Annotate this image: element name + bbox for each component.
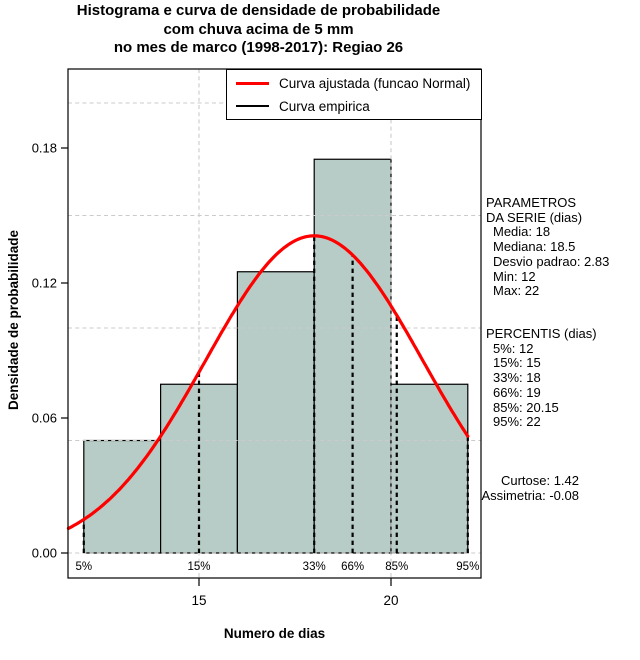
percentil-85: 85%: 20.15 [493, 399, 559, 415]
parametros-title-line2: DA SERIE (dias) [486, 209, 583, 225]
legend-item-empirical: Curva empirica [227, 95, 481, 118]
legend-item-fitted: Curva ajustada (funcao Normal) [227, 72, 481, 95]
percentiles-panel: PERCENTIS (dias) 5%: 12 15%: 15 33%: 18 … [486, 326, 597, 430]
percentil-33: 33%: 18 [493, 370, 541, 386]
legend-label-empirical: Curva empirica [279, 98, 370, 114]
histogram-bar [236, 271, 315, 554]
chart-title-line3: no mes de marco (1998-2017): Regiao 26 [113, 39, 404, 56]
legend-label-fitted: Curva ajustada (funcao Normal) [279, 75, 471, 91]
percentile-label: 85% [385, 561, 408, 573]
y-tick-label: 0.06 [32, 411, 57, 426]
legend-box: Curva ajustada (funcao Normal) Curva emp… [226, 69, 482, 120]
x-axis-ticks: 15 20 [191, 578, 399, 608]
chart-title: Histograma e curva de densidade de proba… [0, 2, 517, 58]
stat-media: Media: 18 [493, 224, 551, 240]
empirical-curve-line-sample [236, 105, 269, 107]
chart-title-line1: Histograma e curva de densidade de proba… [76, 2, 441, 19]
percentil-15: 15%: 15 [493, 355, 541, 371]
percentile-label: 33% [303, 561, 326, 573]
series-parameters-panel: PARAMETROS DA SERIE (dias) Media: 18 Med… [486, 195, 610, 299]
stat-max: Max: 22 [493, 283, 540, 299]
percentile-label: 15% [187, 561, 210, 573]
y-axis-ticks: 0.00 0.06 0.12 0.18 [32, 141, 68, 561]
stat-curtose: Curtose: 1.42 [500, 473, 579, 488]
percentis-title: PERCENTIS (dias) [486, 326, 597, 341]
parametros-title-line1: PARAMETROS [486, 195, 577, 210]
stat-desvio-padrao: Desvio padrao: 2.83 [493, 253, 610, 269]
y-tick-label: 0.18 [32, 141, 57, 156]
percentile-labels: 5% 15% 33% 66% 85% 95% [75, 561, 479, 573]
percentil-5: 5%: 12 [493, 340, 534, 356]
percentile-label: 95% [456, 561, 479, 573]
y-tick-label: 0.12 [32, 276, 57, 291]
stat-assimetria: Assimetria: -0.08 [481, 488, 579, 504]
histogram-bars [83, 158, 469, 554]
stat-mediana: Mediana: 18.5 [493, 239, 576, 255]
stat-min: Min: 12 [493, 268, 536, 284]
x-tick-label: 20 [383, 593, 398, 608]
percentil-66: 66%: 19 [493, 384, 541, 400]
percentile-lines [82, 235, 469, 553]
y-axis-label: Densidade de probabilidade [6, 229, 21, 410]
histogram-bar [83, 439, 162, 554]
x-axis-label: Numero de dias [223, 626, 326, 641]
normal-curve [66, 234, 470, 530]
histogram-bar [390, 383, 469, 554]
chart-title-line2: com chuva acima de 5 mm [163, 20, 354, 38]
y-tick-label: 0.00 [32, 546, 57, 561]
fitted-curve-line-sample [236, 81, 269, 85]
grid-lines [68, 69, 481, 578]
percentil-95: 95%: 22 [493, 414, 541, 430]
percentile-label: 66% [341, 561, 364, 573]
moments-panel: Curtose: 1.42 Assimetria: -0.08 [458, 473, 579, 504]
x-tick-label: 15 [191, 593, 206, 608]
percentile-label: 5% [75, 561, 92, 573]
